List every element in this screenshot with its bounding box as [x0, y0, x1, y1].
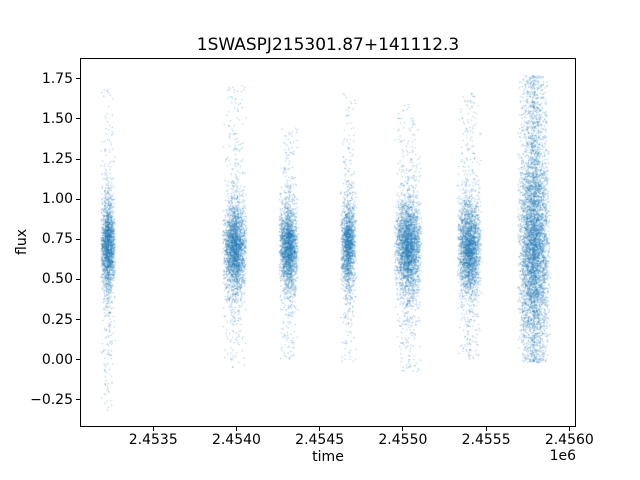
y-tick-label: 1.00 — [41, 191, 73, 208]
x-tick-label: 2.4555 — [461, 432, 511, 448]
x-tick-mark — [152, 427, 154, 431]
y-tick-mark — [76, 158, 80, 160]
y-tick-label: 0.25 — [41, 311, 73, 328]
y-tick-label: 1.50 — [41, 110, 73, 127]
y-tick-label: −0.25 — [30, 391, 73, 408]
x-tick-mark — [319, 427, 321, 431]
y-tick-mark — [76, 78, 80, 80]
chart-title: 1SWASPJ215301.87+141112.3 — [196, 35, 460, 55]
y-tick-label: 0.00 — [41, 351, 73, 368]
x-axis-offset-label: 1e6 — [549, 448, 576, 464]
x-tick-mark — [485, 427, 487, 431]
y-tick-label: 1.75 — [41, 70, 73, 87]
y-tick-mark — [76, 399, 80, 401]
x-tick-mark — [235, 427, 237, 431]
x-tick-mark — [402, 427, 404, 431]
y-tick-label: 1.25 — [41, 151, 73, 168]
y-tick-mark — [76, 359, 80, 361]
x-tick-label: 2.4560 — [544, 432, 594, 448]
y-tick-label: 0.50 — [41, 271, 73, 288]
x-tick-label: 2.4540 — [211, 432, 261, 448]
x-tick-label: 2.4545 — [295, 432, 345, 448]
y-tick-mark — [76, 198, 80, 200]
x-tick-mark — [568, 427, 570, 431]
y-tick-mark — [76, 278, 80, 280]
y-tick-mark — [76, 238, 80, 240]
y-tick-mark — [76, 319, 80, 320]
scatter-canvas — [81, 59, 575, 426]
plot-area — [80, 58, 576, 427]
y-tick-mark — [76, 118, 80, 120]
x-axis-label: time — [312, 449, 344, 465]
x-tick-label: 2.4550 — [378, 432, 428, 448]
x-tick-label: 2.4535 — [128, 432, 178, 448]
y-tick-label: 0.75 — [41, 231, 73, 248]
